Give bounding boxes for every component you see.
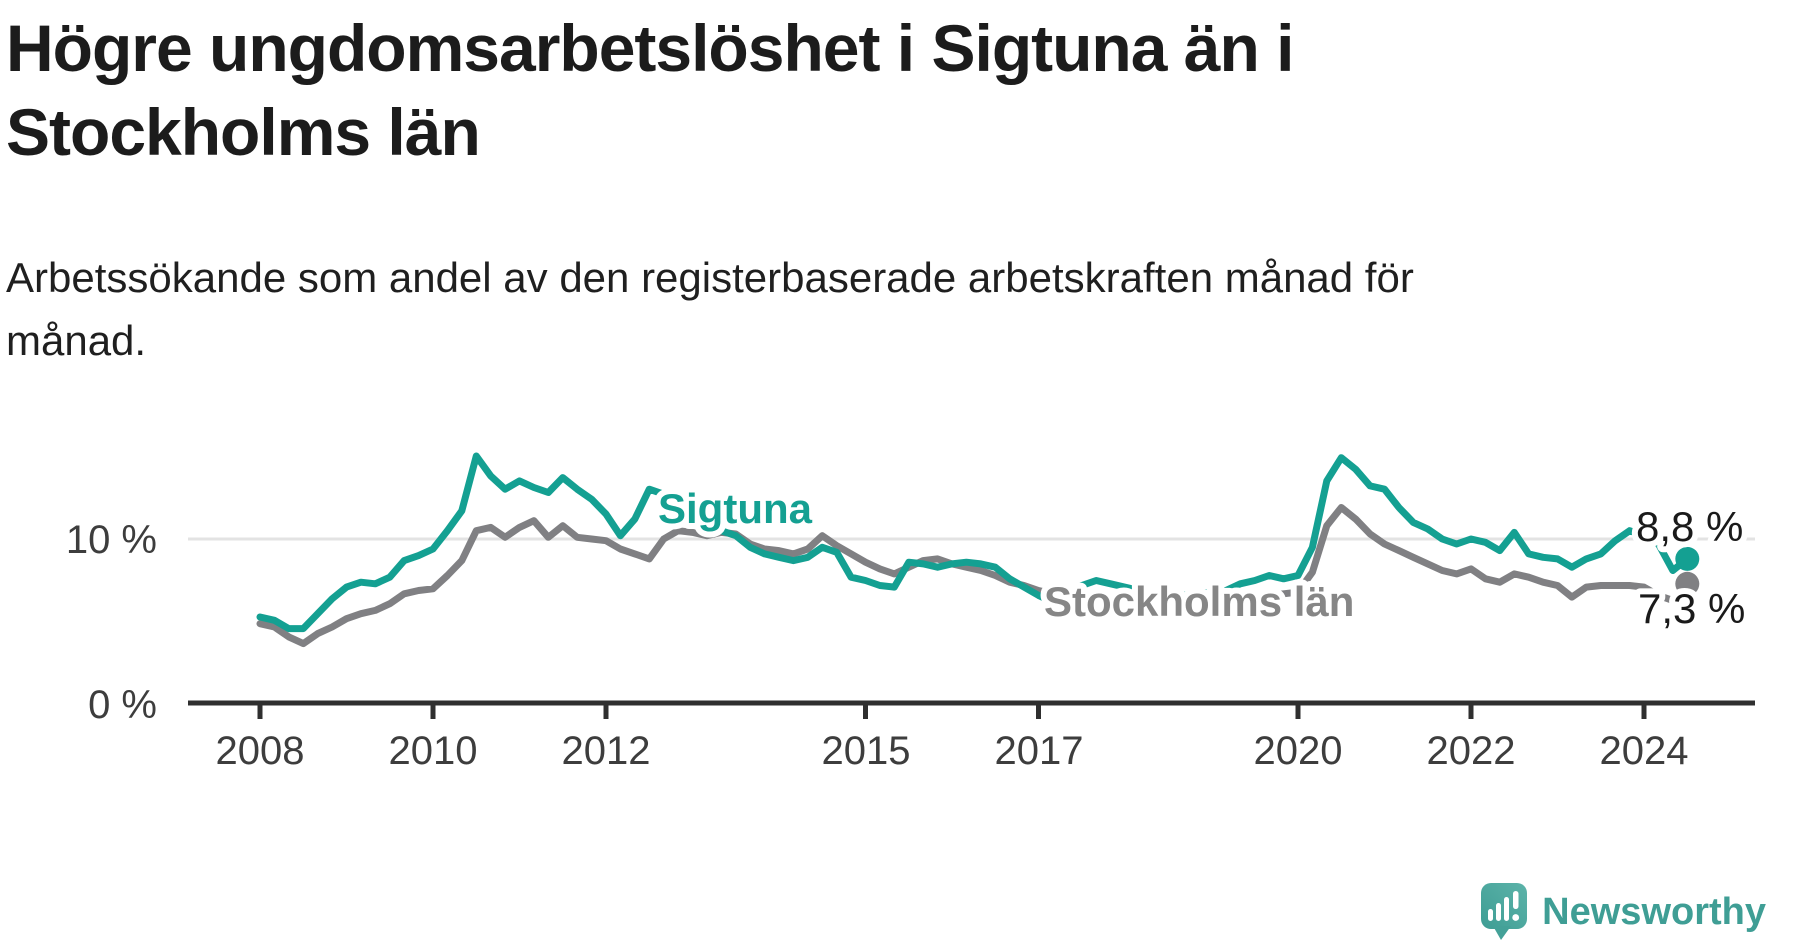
x-tick-label: 2024 <box>1600 729 1689 773</box>
end-dot-stockholms-lan <box>1675 571 1700 596</box>
speech-bubble-bar-chart-icon <box>1481 883 1528 940</box>
x-tick-label: 2020 <box>1254 729 1343 773</box>
newsworthy-logo-text: Newsworthy <box>1542 890 1766 933</box>
line-sigtuna <box>256 452 1691 633</box>
line-stockholms-lan <box>256 504 1691 648</box>
end-value-label-stockholms-lan: 7,3 % <box>1638 585 1745 632</box>
x-tick-label: 2022 <box>1427 729 1516 773</box>
x-tick-label: 2017 <box>995 729 1084 773</box>
x-tick-label: 2015 <box>822 729 911 773</box>
x-tick-label: 2012 <box>562 729 651 773</box>
chart-subtitle: Arbetssökande som andel av den registerb… <box>6 246 1526 372</box>
title-line-1: Högre ungdomsarbetslöshet i Sigtuna än i <box>6 11 1294 85</box>
end-value-label-sigtuna: 8,8 % <box>1636 503 1743 550</box>
title-line-2: Stockholms län <box>6 95 481 170</box>
x-axis-ticks <box>257 703 1647 719</box>
end-dot-sigtuna <box>1675 546 1700 571</box>
series-label-sigtuna: Sigtuna <box>658 485 813 532</box>
page-title: Högre ungdomsarbetslöshet i Sigtuna än i… <box>6 6 1506 175</box>
x-tick-label: 2010 <box>389 729 478 773</box>
x-tick-label: 2008 <box>216 729 305 773</box>
series-label-stockholms-lan: Stockholms län <box>1044 578 1354 625</box>
subtitle-line-1: Arbetssökande som andel av den registerb… <box>6 254 1414 301</box>
y-tick-label-10: 10 % <box>66 518 157 562</box>
y-tick-label-0: 0 % <box>88 683 157 727</box>
newsworthy-logo: Newsworthy <box>1480 882 1766 942</box>
subtitle-line-2: månad. <box>6 317 147 364</box>
x-axis-tick-labels: 2008 2010 2012 2015 2017 2020 2022 2024 <box>216 729 1689 773</box>
